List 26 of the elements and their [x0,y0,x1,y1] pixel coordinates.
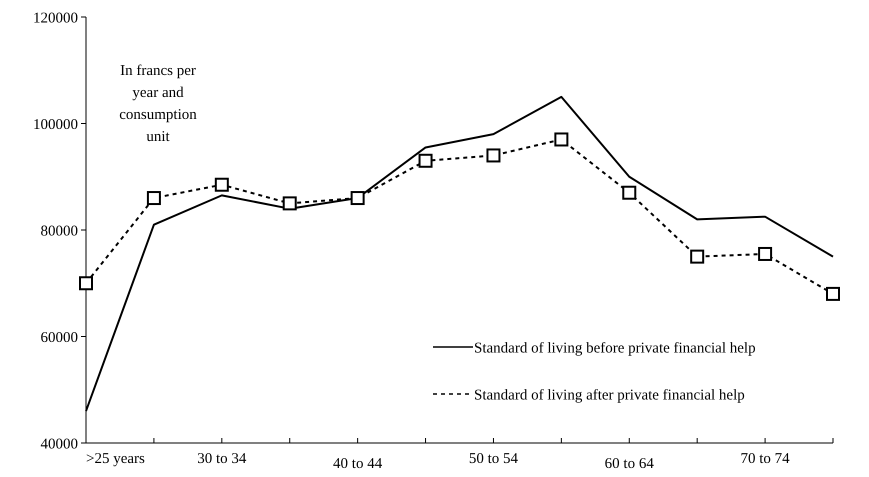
legend-label: Standard of living after private financial help [474,387,745,404]
point [486,148,500,162]
x-tick-label: 40 to 44 [333,456,383,472]
y-tick-label: 40000 [40,436,78,452]
y-tick-label: 100000 [33,116,78,133]
y-tick-label: 80000 [40,223,78,240]
y-tick-label: 60000 [40,330,78,346]
x-tick-label: 70 to 74 [740,451,790,467]
annotation: In francs per year and consumption unit [119,63,198,145]
x-tick-label: 60 to 64 [604,456,654,472]
y-tick-label: 120000 [33,10,78,26]
point [350,191,365,206]
x-tick-label: >25 years [86,451,146,467]
point [79,276,93,290]
legend-label: Standard of living before private financial help [474,340,756,356]
point [214,178,229,192]
x-tick-label: 50 to 54 [468,451,519,467]
point [690,250,704,264]
point [826,286,840,301]
point [282,196,297,210]
point [758,246,772,261]
point [146,191,161,206]
point [554,132,568,146]
point [622,186,636,200]
point [418,154,433,168]
x-tick-label: 30 to 34 [197,451,247,467]
